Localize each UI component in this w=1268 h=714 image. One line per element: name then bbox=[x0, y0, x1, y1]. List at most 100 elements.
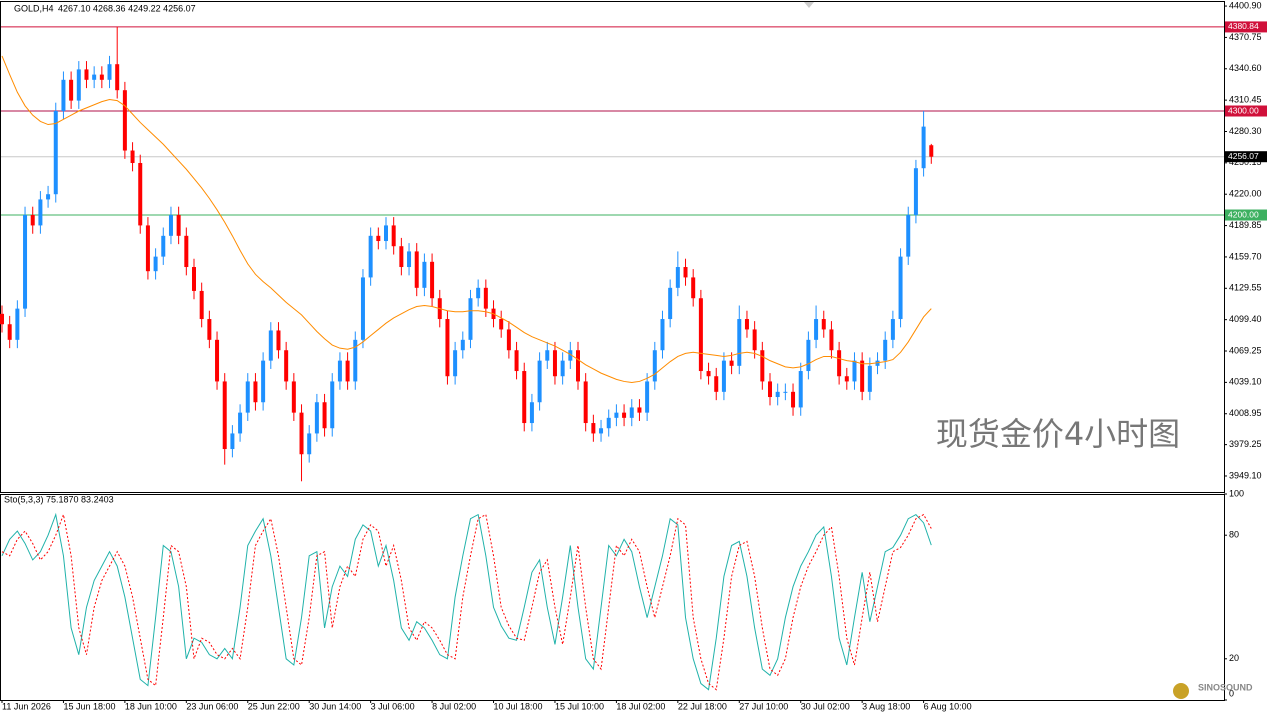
candle-body bbox=[483, 287, 488, 309]
candle-body bbox=[138, 163, 143, 226]
moving-average bbox=[1, 55, 932, 383]
x-tick-label: 18 Jul 02:00 bbox=[616, 701, 665, 711]
candle-body bbox=[291, 381, 296, 413]
candle-body bbox=[307, 433, 312, 455]
stochastic-line bbox=[1, 512, 932, 691]
y-tick-label: 100 bbox=[1229, 488, 1244, 498]
candle-body bbox=[729, 360, 734, 366]
level-box bbox=[1225, 151, 1267, 163]
y-tick-label: 4189.85 bbox=[1229, 220, 1262, 230]
x-tick-label: 10 Jul 18:00 bbox=[494, 701, 543, 711]
level-box bbox=[1225, 21, 1267, 33]
shift-marker bbox=[804, 2, 814, 8]
candle-body bbox=[453, 350, 458, 377]
candle-body bbox=[606, 417, 611, 429]
candle-body bbox=[668, 287, 673, 320]
candle-body bbox=[261, 360, 266, 403]
y-tick-label: 4310.45 bbox=[1229, 95, 1262, 105]
candle-body bbox=[798, 371, 803, 408]
candle-body bbox=[153, 256, 158, 272]
candle-body bbox=[691, 277, 696, 299]
x-tick-label: 22 Jul 18:00 bbox=[678, 701, 727, 711]
x-tick-label: 3 Aug 18:00 bbox=[862, 701, 910, 711]
candle-body bbox=[821, 319, 826, 330]
x-tick-label: 25 Jun 22:00 bbox=[248, 701, 300, 711]
candle-body bbox=[614, 412, 619, 418]
candle-body bbox=[391, 225, 396, 247]
watermark: 现货金价4小时图 bbox=[936, 415, 1180, 453]
candle-body bbox=[192, 267, 196, 291]
candle-body bbox=[30, 215, 35, 226]
candle-body bbox=[276, 330, 281, 351]
candle-body bbox=[837, 350, 842, 377]
level-label: 4380.84 bbox=[1228, 21, 1259, 31]
candle-body bbox=[414, 251, 419, 288]
candle-body bbox=[176, 215, 181, 236]
candle-body bbox=[53, 111, 58, 195]
candle-body bbox=[376, 235, 381, 242]
candle-body bbox=[906, 215, 911, 257]
candle-body bbox=[430, 261, 435, 299]
candle-body bbox=[422, 261, 427, 288]
y-tick-label: 4250.15 bbox=[1229, 157, 1262, 167]
y-tick-label: 4400.90 bbox=[1229, 0, 1262, 10]
candle-body bbox=[721, 360, 726, 392]
candle-body bbox=[629, 407, 634, 418]
candle-body bbox=[0, 313, 4, 325]
candle-body bbox=[322, 402, 327, 429]
candle-body bbox=[921, 126, 926, 169]
candle-body bbox=[345, 360, 350, 382]
x-tick-label: 27 Jul 10:00 bbox=[739, 701, 788, 711]
candle-body bbox=[360, 277, 365, 340]
candle-body bbox=[168, 215, 173, 236]
y-tick-label: 4099.40 bbox=[1229, 314, 1262, 324]
candle-body bbox=[860, 360, 865, 392]
candle-body bbox=[545, 350, 550, 361]
candle-body bbox=[537, 360, 542, 403]
candle-body bbox=[522, 371, 527, 424]
candle-body bbox=[744, 319, 749, 330]
candle-body bbox=[268, 330, 273, 361]
x-tick-label: 15 Jul 10:00 bbox=[555, 701, 604, 711]
x-tick-label: 23 Jun 06:00 bbox=[186, 701, 238, 711]
level-label: 4256.07 bbox=[1228, 151, 1259, 161]
x-tick-label: 8 Jul 02:00 bbox=[432, 701, 476, 711]
candle-body bbox=[207, 319, 212, 340]
candle-body bbox=[506, 329, 511, 351]
symbol: GOLD,H4 bbox=[14, 3, 54, 13]
candle-body bbox=[460, 339, 465, 351]
main-frame bbox=[0, 1, 1225, 493]
candle-body bbox=[760, 350, 765, 382]
candle-body bbox=[568, 350, 573, 361]
candle-body bbox=[330, 381, 335, 429]
candle-body bbox=[499, 319, 504, 330]
candle-body bbox=[84, 69, 89, 80]
x-tick-label: 30 Jun 14:00 bbox=[309, 701, 361, 711]
y-tick-label: 4280.30 bbox=[1229, 126, 1262, 136]
candle-body bbox=[399, 246, 404, 268]
candle-body bbox=[476, 287, 481, 299]
candle-body bbox=[683, 267, 688, 278]
level-label: 4200.00 bbox=[1228, 209, 1259, 219]
y-tick-label: 0 bbox=[1229, 688, 1234, 698]
candle-body bbox=[368, 235, 373, 278]
y-tick-label: 80 bbox=[1229, 530, 1239, 540]
candle-body bbox=[122, 90, 127, 151]
candle-body bbox=[890, 319, 895, 340]
logo: SINOSOUND bbox=[1198, 682, 1253, 692]
candle-body bbox=[222, 381, 227, 450]
candle-body bbox=[829, 329, 834, 351]
candle-body bbox=[468, 298, 473, 340]
candle-body bbox=[99, 74, 104, 80]
indicator-frame bbox=[0, 494, 1225, 701]
candle-body bbox=[599, 428, 604, 434]
x-tick-label: 11 Jun 2026 bbox=[2, 701, 51, 711]
candle-body bbox=[898, 256, 903, 320]
candle-body bbox=[867, 365, 872, 392]
candle-body bbox=[622, 412, 627, 418]
candle-body bbox=[875, 360, 880, 366]
candle-body bbox=[76, 69, 81, 101]
y-tick-label: 20 bbox=[1229, 653, 1239, 663]
logo-icon bbox=[1173, 683, 1189, 699]
